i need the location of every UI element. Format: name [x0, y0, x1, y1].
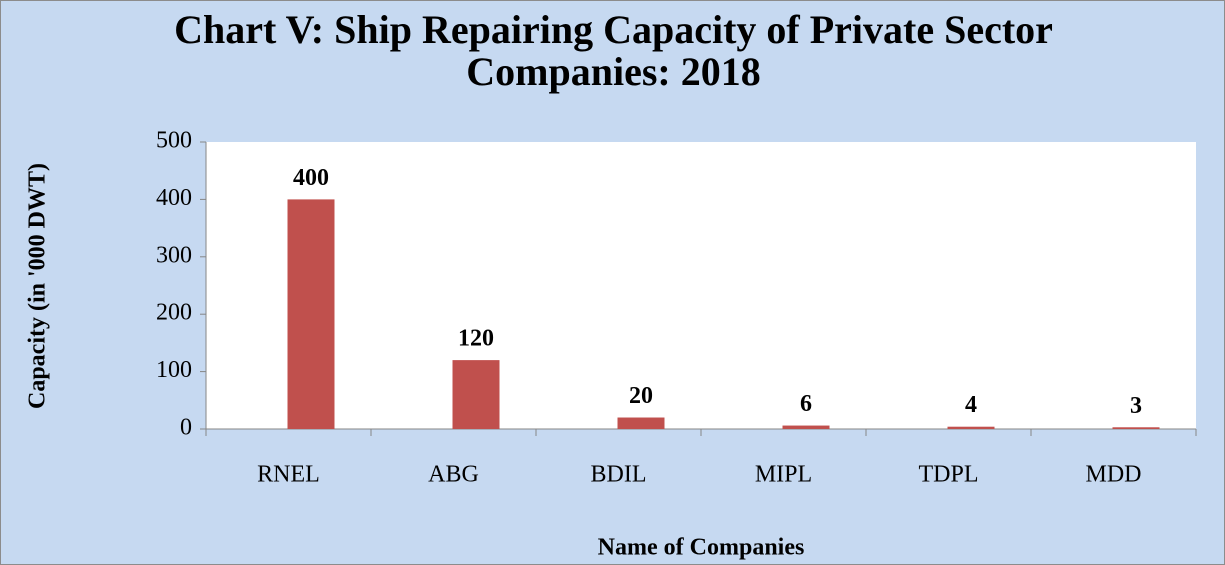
value-label: 120: [458, 326, 494, 352]
y-tick-label: 0: [180, 415, 192, 441]
value-label: 6: [800, 391, 812, 417]
bar: [782, 425, 830, 429]
value-label: 400: [293, 165, 329, 191]
bar: [1112, 427, 1160, 429]
value-label: 20: [629, 383, 653, 409]
plot-area: [206, 142, 1196, 429]
x-tick-label: RNEL: [257, 462, 320, 488]
x-tick-label: MIPL: [755, 462, 812, 488]
x-tick-label: MDD: [1085, 462, 1141, 488]
value-label: 4: [965, 392, 977, 418]
x-tick-label: ABG: [428, 462, 479, 488]
y-tick-label: 400: [156, 185, 192, 211]
y-tick-label: 300: [156, 242, 192, 268]
bar: [617, 417, 665, 429]
y-tick-label: 200: [156, 300, 192, 326]
chart-title: Chart V: Ship Repairing Capacity of Priv…: [174, 7, 1053, 94]
x-tick-label: BDIL: [591, 462, 647, 488]
value-label: 3: [1130, 393, 1142, 419]
x-tick-label: TDPL: [919, 462, 979, 488]
x-axis-label: Name of Companies: [598, 535, 805, 561]
y-tick-label: 100: [156, 357, 192, 383]
bar: [287, 199, 335, 429]
bar: [452, 360, 500, 429]
y-tick-label: 500: [156, 128, 192, 154]
bar: [947, 426, 995, 429]
y-axis-label: Capacity (in '000 DWT): [25, 163, 51, 409]
